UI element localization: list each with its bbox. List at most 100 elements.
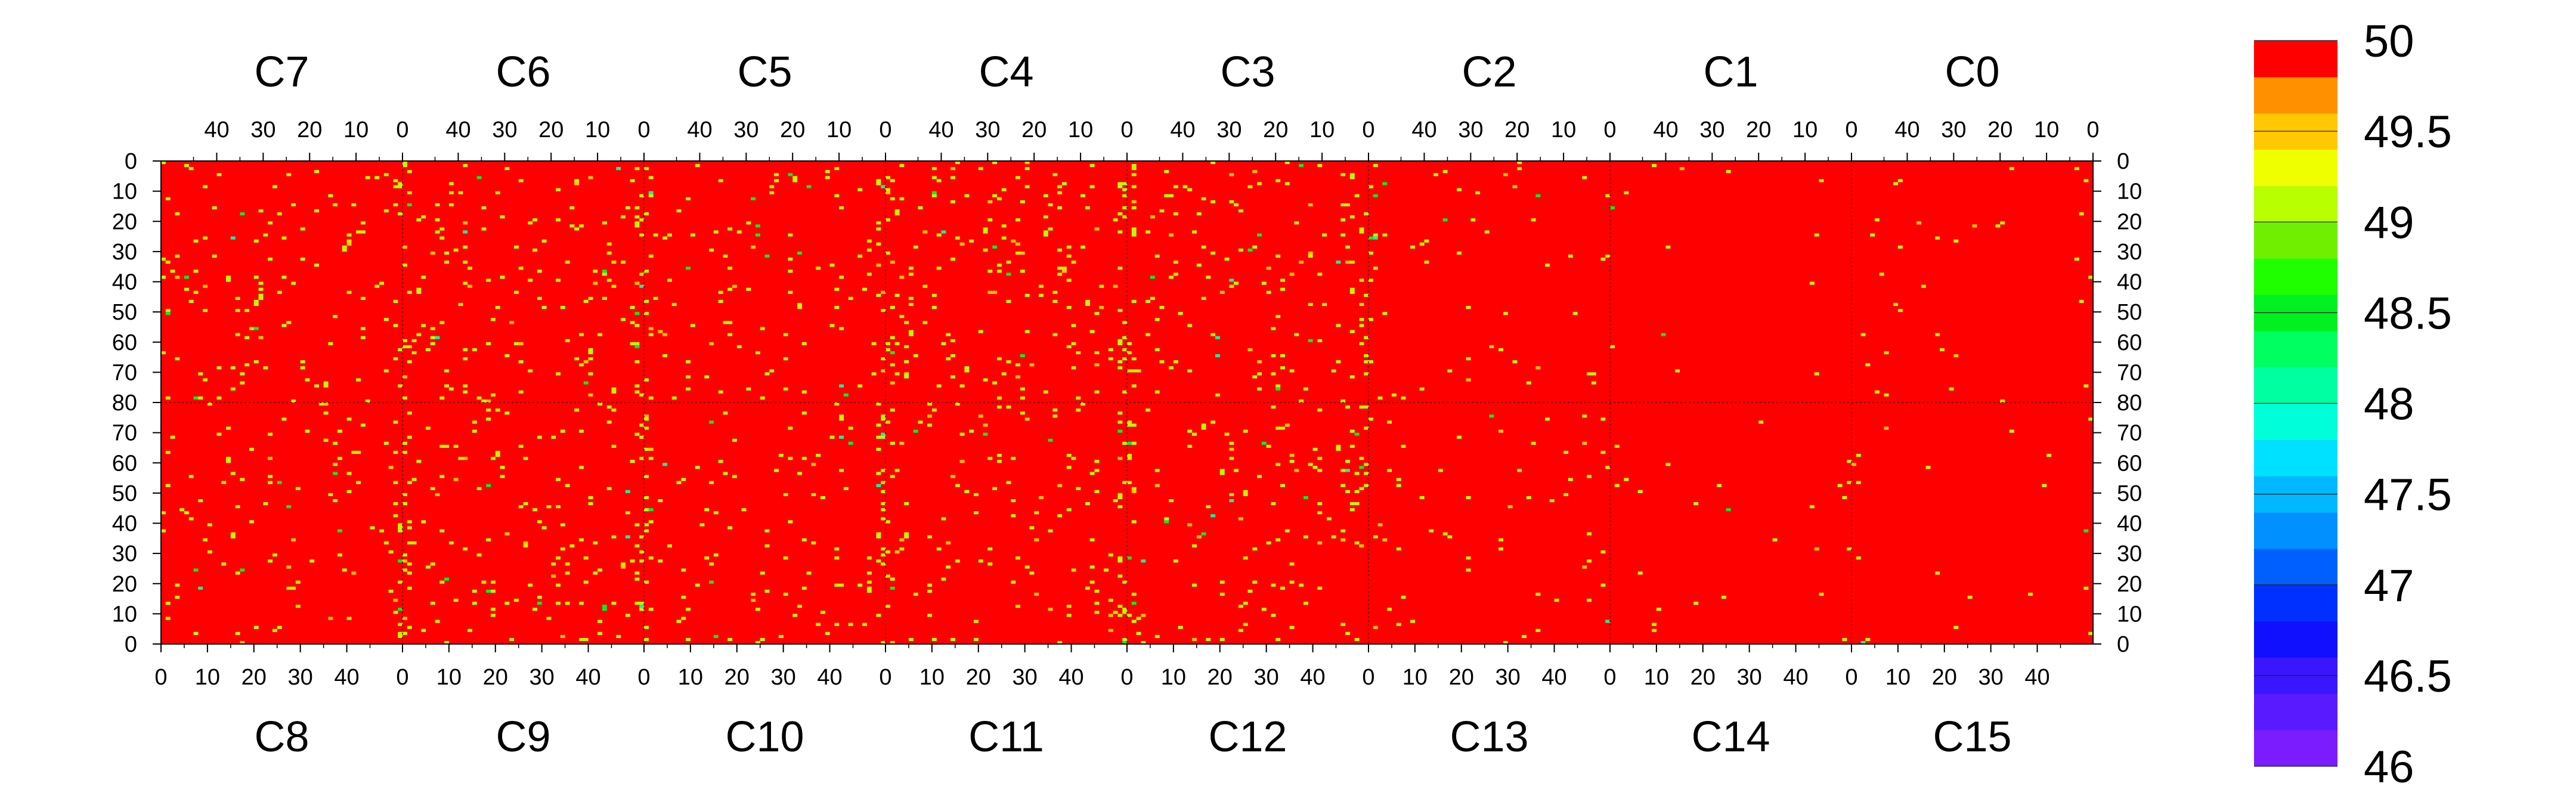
bottom-column-tick-label: 40: [334, 665, 359, 690]
left-row-tick-label: 10: [112, 179, 137, 205]
heatmap-cell: [1052, 299, 1058, 304]
heatmap-cell: [1206, 275, 1211, 279]
heatmap-cell: [1117, 556, 1123, 560]
heatmap-cell: [272, 553, 277, 557]
bottom-column-tick-label: 30: [1979, 665, 2004, 690]
heatmap-cell: [1349, 287, 1355, 291]
heatmap-cell: [1860, 333, 1866, 336]
heatmap-cell: [625, 511, 630, 515]
heatmap-cell: [1364, 293, 1369, 297]
heatmap-cell: [435, 620, 440, 623]
heatmap-cell: [565, 571, 570, 575]
heatmap-cell: [467, 284, 472, 288]
heatmap-cell: [346, 490, 352, 493]
heatmap-cell: [537, 596, 542, 599]
heatmap-cell: [1117, 457, 1123, 460]
heatmap-cell: [644, 414, 649, 418]
heatmap-cell: [337, 553, 342, 557]
heatmap-cell: [1131, 185, 1137, 188]
heatmap-cell: [203, 236, 208, 240]
heatmap-cell: [1874, 218, 1880, 222]
heatmap-cell: [857, 254, 863, 258]
heatmap-cell: [1141, 614, 1146, 617]
heatmap-cell: [1308, 463, 1313, 466]
heatmap-cell: [839, 469, 844, 472]
heatmap-cell: [1331, 369, 1336, 373]
heatmap-cell: [221, 562, 227, 566]
heatmap-cell: [1345, 631, 1350, 635]
heatmap-cell: [983, 423, 988, 427]
heatmap-cell: [1122, 206, 1128, 210]
heatmap-cell: [1071, 568, 1076, 572]
heatmap-cell: [1057, 185, 1063, 188]
top-column-tick-label: 20: [780, 117, 805, 143]
colorbar-segment: [2254, 41, 2337, 78]
heatmap-cell: [1382, 182, 1388, 185]
heatmap-cell: [662, 354, 668, 358]
heatmap-cell: [801, 411, 807, 415]
heatmap-cell: [987, 457, 993, 460]
heatmap-cell: [569, 206, 575, 210]
heatmap-cell: [578, 363, 584, 367]
heatmap-cell: [463, 384, 468, 388]
heatmap-cell: [583, 381, 589, 385]
heatmap-cell: [1122, 321, 1128, 324]
heatmap-cell: [639, 194, 645, 197]
heatmap-cell: [1391, 393, 1397, 397]
heatmap-cell: [537, 602, 542, 605]
heatmap-cell: [922, 284, 928, 288]
bottom-column-tick-label: 10: [678, 665, 703, 690]
heatmap-cell: [788, 233, 793, 237]
heatmap-cell: [1164, 194, 1169, 197]
heatmap-cell: [291, 203, 296, 207]
heatmap-cell: [1447, 535, 1453, 538]
heatmap-cell: [894, 342, 900, 345]
heatmap-cell: [950, 167, 955, 171]
heatmap-cell: [407, 290, 412, 294]
heatmap-cell: [973, 493, 979, 497]
heatmap-cell: [1349, 215, 1355, 219]
heatmap-cell: [1308, 302, 1313, 306]
heatmap-cell: [342, 248, 347, 252]
heatmap-cell: [481, 399, 487, 403]
heatmap-cell: [616, 634, 621, 638]
heatmap-cell: [1587, 372, 1592, 376]
heatmap-cell: [300, 227, 305, 231]
heatmap-cell: [1099, 284, 1104, 288]
heatmap-cell: [931, 191, 937, 194]
heatmap-cell: [1066, 245, 1072, 249]
heatmap-cell: [1275, 387, 1281, 391]
heatmap-cell: [908, 333, 914, 336]
bottom-column-tick-label: 10: [1402, 665, 1428, 690]
heatmap-cell: [565, 339, 570, 342]
heatmap-cell: [751, 592, 756, 596]
heatmap-cell: [235, 309, 240, 312]
heatmap-cell: [1108, 553, 1113, 557]
heatmap-cell: [639, 273, 645, 276]
bottom-column-tick-label: 30: [771, 665, 796, 690]
heatmap-cell: [1247, 185, 1253, 188]
heatmap-cell: [816, 454, 821, 457]
heatmap-cell: [1196, 264, 1202, 267]
heatmap-cell: [658, 330, 663, 333]
heatmap-cell: [996, 396, 1002, 400]
heatmap-cell: [258, 209, 264, 213]
heatmap-cell: [578, 224, 584, 228]
heatmap-cell: [1122, 194, 1128, 197]
heatmap-cell: [634, 215, 640, 219]
heatmap-cell: [1117, 574, 1123, 578]
heatmap-cell: [653, 296, 658, 300]
heatmap-cell: [1814, 233, 1819, 237]
heatmap-cell: [1544, 264, 1550, 267]
heatmap-cell: [1020, 396, 1025, 400]
heatmap-cell: [927, 614, 933, 617]
bottom-column-tick-label: 40: [2024, 665, 2049, 690]
heatmap-cell: [393, 481, 398, 484]
heatmap-cell: [983, 378, 988, 382]
heatmap-cell: [1354, 432, 1360, 436]
heatmap-cell: [881, 502, 886, 506]
heatmap-cell: [518, 360, 524, 364]
heatmap-cell: [342, 568, 347, 572]
heatmap-cell: [866, 589, 872, 593]
heatmap-cell: [407, 571, 412, 575]
